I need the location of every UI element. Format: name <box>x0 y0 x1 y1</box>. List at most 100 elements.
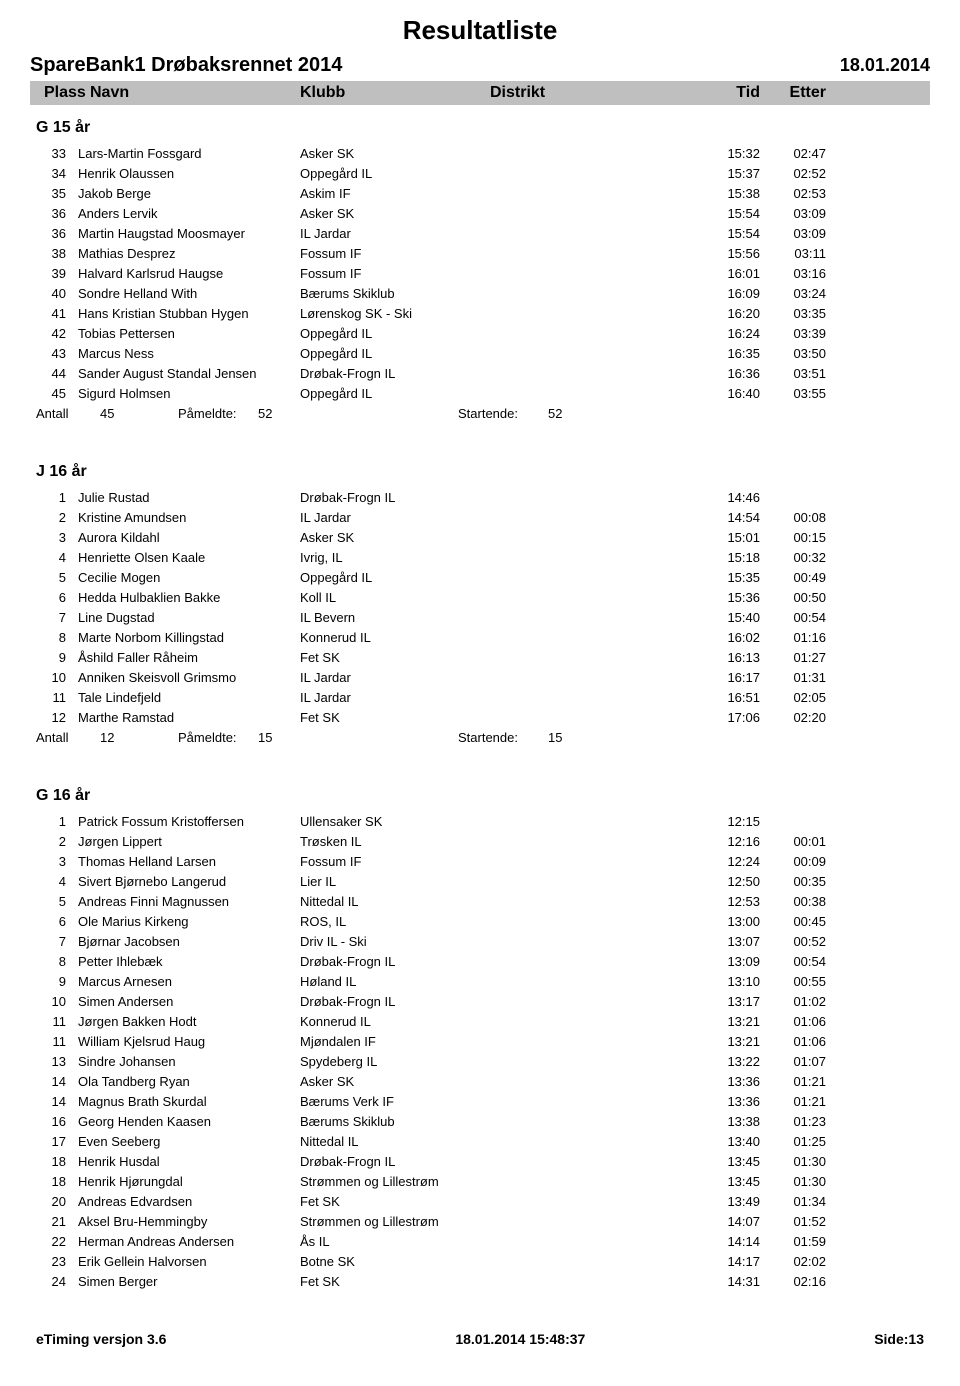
cell-plass: 41 <box>30 306 78 321</box>
cell-distrikt <box>490 490 680 505</box>
cell-distrikt <box>490 186 680 201</box>
result-row: 18Henrik HusdalDrøbak-Frogn IL13:4501:30 <box>30 1151 930 1171</box>
cell-tid: 13:07 <box>680 934 760 949</box>
cell-klubb: Konnerud IL <box>300 1014 490 1029</box>
cell-tid: 14:07 <box>680 1214 760 1229</box>
summary-pameldte-label: Påmeldte: <box>178 406 258 421</box>
cell-plass: 33 <box>30 146 78 161</box>
cell-klubb: Asker SK <box>300 1074 490 1089</box>
cell-tid: 13:17 <box>680 994 760 1009</box>
cell-navn: Andreas Finni Magnussen <box>78 894 300 909</box>
result-row: 1Patrick Fossum KristoffersenUllensaker … <box>30 811 930 831</box>
result-row: 14Ola Tandberg RyanAsker SK13:3601:21 <box>30 1071 930 1091</box>
header-plass: Plass <box>30 84 90 102</box>
cell-navn: Georg Henden Kaasen <box>78 1114 300 1129</box>
cell-etter: 01:34 <box>760 1194 840 1209</box>
result-row: 21Aksel Bru-HemmingbyStrømmen og Lillest… <box>30 1211 930 1231</box>
cell-distrikt <box>490 1014 680 1029</box>
cell-distrikt <box>490 166 680 181</box>
cell-navn: Sigurd Holmsen <box>78 386 300 401</box>
cell-distrikt <box>490 650 680 665</box>
cell-navn: Mathias Desprez <box>78 246 300 261</box>
cell-etter: 01:21 <box>760 1094 840 1109</box>
cell-plass: 35 <box>30 186 78 201</box>
header-klubb: Klubb <box>300 84 490 102</box>
result-row: 14Magnus Brath SkurdalBærums Verk IF13:3… <box>30 1091 930 1111</box>
cell-klubb: Fet SK <box>300 650 490 665</box>
cell-plass: 4 <box>30 874 78 889</box>
cell-klubb: IL Jardar <box>300 670 490 685</box>
footer-right: Side:13 <box>874 1331 924 1347</box>
cell-etter <box>760 490 840 505</box>
cell-distrikt <box>490 530 680 545</box>
cell-tid: 12:16 <box>680 834 760 849</box>
cell-klubb: ROS, IL <box>300 914 490 929</box>
result-row: 7Line DugstadIL Bevern15:4000:54 <box>30 607 930 627</box>
cell-etter: 00:08 <box>760 510 840 525</box>
cell-klubb: Fet SK <box>300 710 490 725</box>
cell-tid: 12:15 <box>680 814 760 829</box>
result-row: 42Tobias PettersenOppegård IL16:2403:39 <box>30 323 930 343</box>
result-row: 10Anniken Skeisvoll GrimsmoIL Jardar16:1… <box>30 667 930 687</box>
cell-tid: 15:01 <box>680 530 760 545</box>
cell-klubb: Oppegård IL <box>300 346 490 361</box>
result-row: 12Marthe RamstadFet SK17:0602:20 <box>30 707 930 727</box>
cell-tid: 16:51 <box>680 690 760 705</box>
header-navn: Navn <box>90 84 300 102</box>
cell-etter: 00:54 <box>760 954 840 969</box>
cell-navn: Jørgen Lippert <box>78 834 300 849</box>
event-header: SpareBank1 Drøbaksrennet 2014 18.01.2014 <box>30 54 930 77</box>
cell-plass: 40 <box>30 286 78 301</box>
result-row: 3Thomas Helland LarsenFossum IF12:2400:0… <box>30 851 930 871</box>
cell-plass: 5 <box>30 570 78 585</box>
cell-tid: 15:56 <box>680 246 760 261</box>
result-row: 11William Kjelsrud HaugMjøndalen IF13:21… <box>30 1031 930 1051</box>
cell-etter: 00:15 <box>760 530 840 545</box>
cell-navn: Line Dugstad <box>78 610 300 625</box>
category-title: G 16 år <box>30 787 930 805</box>
cell-navn: Thomas Helland Larsen <box>78 854 300 869</box>
cell-klubb: Drøbak-Frogn IL <box>300 994 490 1009</box>
cell-plass: 7 <box>30 934 78 949</box>
cell-navn: Anders Lervik <box>78 206 300 221</box>
cell-etter: 03:39 <box>760 326 840 341</box>
result-row: 36Anders LervikAsker SK15:5403:09 <box>30 203 930 223</box>
cell-etter: 01:31 <box>760 670 840 685</box>
result-row: 5Cecilie MogenOppegård IL15:3500:49 <box>30 567 930 587</box>
cell-klubb: Lier IL <box>300 874 490 889</box>
cell-distrikt <box>490 954 680 969</box>
cell-klubb: Trøsken IL <box>300 834 490 849</box>
cell-klubb: Ullensaker SK <box>300 814 490 829</box>
cell-navn: Even Seeberg <box>78 1134 300 1149</box>
cell-plass: 22 <box>30 1234 78 1249</box>
page-footer: eTiming versjon 3.6 18.01.2014 15:48:37 … <box>30 1331 930 1347</box>
cell-klubb: Lørenskog SK - Ski <box>300 306 490 321</box>
category-title: J 16 år <box>30 463 930 481</box>
cell-navn: Jakob Berge <box>78 186 300 201</box>
cell-klubb: Drøbak-Frogn IL <box>300 954 490 969</box>
cell-tid: 14:31 <box>680 1274 760 1289</box>
cell-klubb: Oppegård IL <box>300 386 490 401</box>
cell-navn: Simen Berger <box>78 1274 300 1289</box>
cell-tid: 13:21 <box>680 1014 760 1029</box>
cell-navn: Bjørnar Jacobsen <box>78 934 300 949</box>
cell-distrikt <box>490 974 680 989</box>
cell-distrikt <box>490 1154 680 1169</box>
cell-plass: 3 <box>30 854 78 869</box>
cell-navn: Kristine Amundsen <box>78 510 300 525</box>
cell-tid: 14:14 <box>680 1234 760 1249</box>
cell-klubb: IL Jardar <box>300 226 490 241</box>
cell-klubb: Oppegård IL <box>300 570 490 585</box>
summary-pameldte-label: Påmeldte: <box>178 730 258 745</box>
cell-etter: 03:35 <box>760 306 840 321</box>
cell-tid: 16:13 <box>680 650 760 665</box>
cell-plass: 1 <box>30 490 78 505</box>
cell-etter: 00:32 <box>760 550 840 565</box>
summary-gap <box>308 406 458 421</box>
cell-etter: 02:47 <box>760 146 840 161</box>
cell-plass: 6 <box>30 590 78 605</box>
cell-distrikt <box>490 934 680 949</box>
cell-etter: 03:51 <box>760 366 840 381</box>
cell-distrikt <box>490 1134 680 1149</box>
cell-tid: 12:53 <box>680 894 760 909</box>
